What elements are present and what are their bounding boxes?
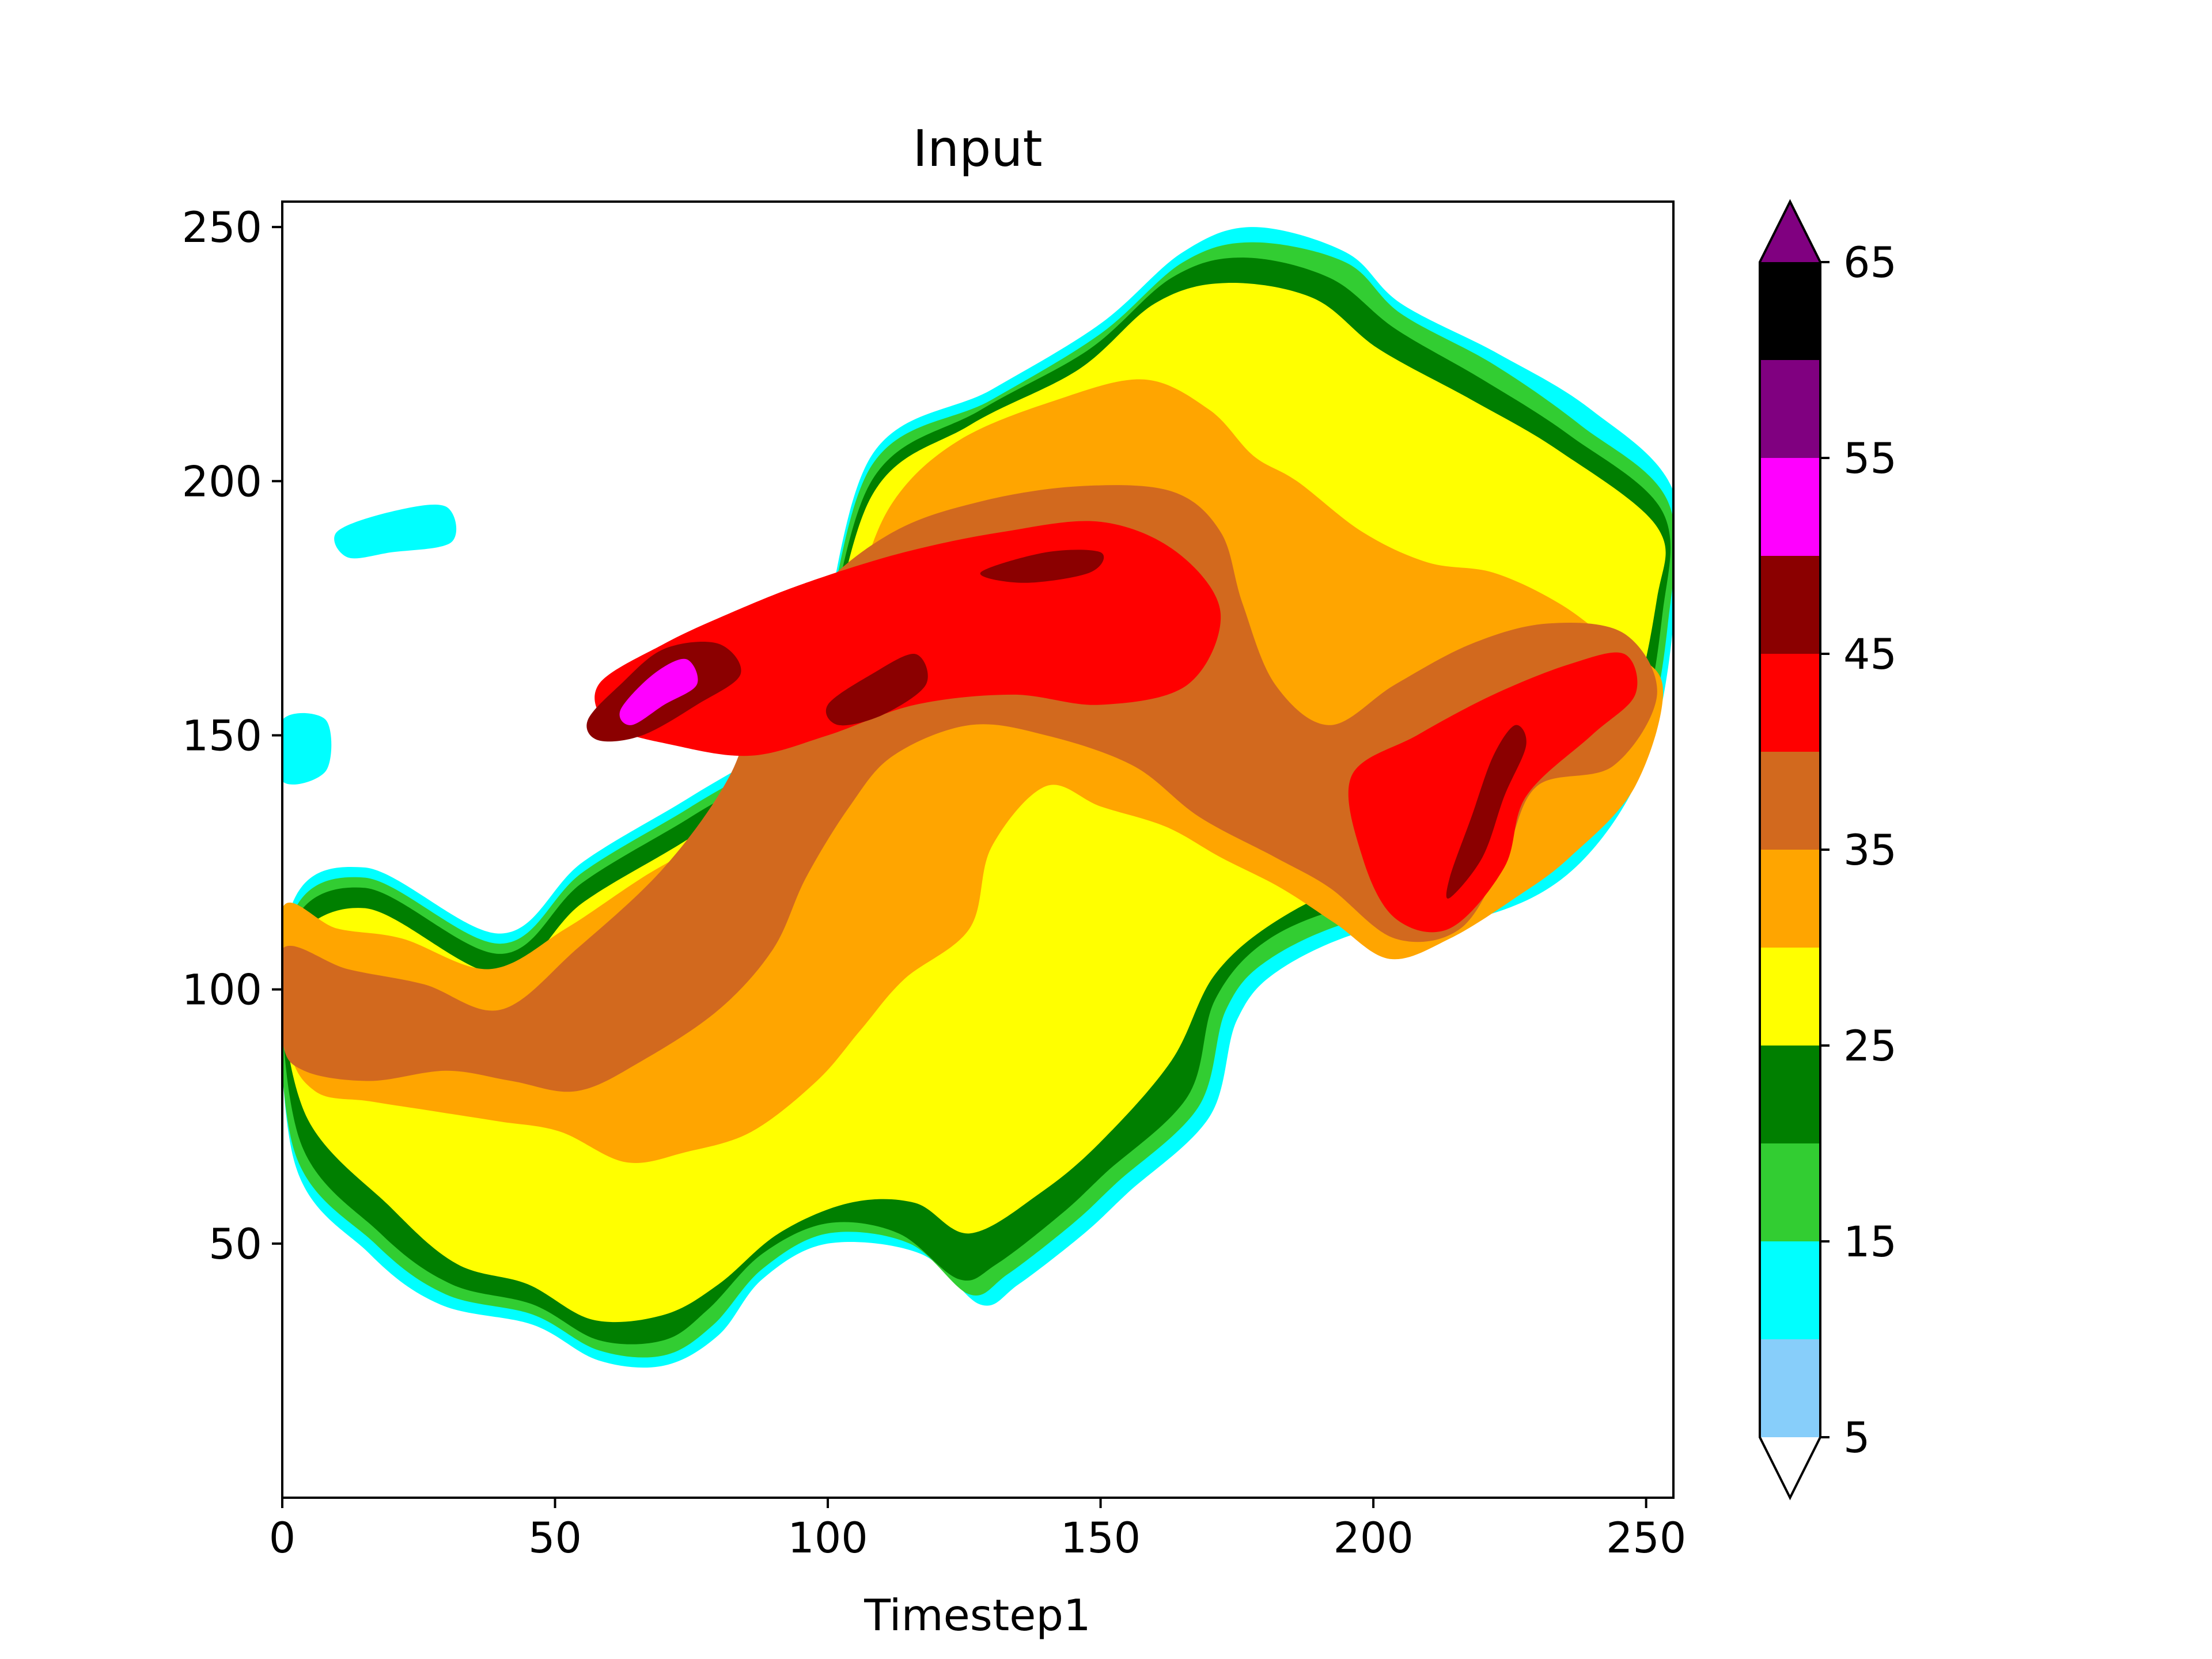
- contour-region-50: [619, 658, 698, 725]
- y-tick-label: 100: [182, 966, 262, 1015]
- contour-region-10: [282, 713, 332, 785]
- colorbar-band: [1760, 1046, 1820, 1143]
- x-axis-label: Timestep1: [863, 1590, 1091, 1641]
- x-tick-label: 50: [528, 1514, 582, 1563]
- x-tick-label: 0: [269, 1514, 296, 1563]
- colorbar-band: [1760, 752, 1820, 850]
- colorbar-tick-label: 25: [1843, 1022, 1897, 1071]
- y-tick-label: 250: [182, 203, 262, 252]
- contour-region-10: [334, 505, 457, 559]
- contour-region-35: [282, 485, 1657, 1092]
- colorbar-band: [1760, 850, 1820, 948]
- colorbar: 5 15 25 35 45 55 65: [1759, 199, 1897, 1501]
- colorbar-band: [1760, 1143, 1820, 1241]
- colorbar-tick-label: 15: [1843, 1218, 1897, 1267]
- colorbar-band: [1760, 654, 1820, 752]
- colorbar-band: [1760, 1339, 1820, 1437]
- y-tick-label: 150: [182, 711, 262, 760]
- colorbar-extend-min: [1760, 1437, 1820, 1498]
- colorbar-band: [1760, 556, 1820, 654]
- contour-region-40: [594, 521, 1221, 756]
- chart-title: Input: [912, 119, 1042, 178]
- x-tick-label: 150: [1060, 1514, 1141, 1563]
- colorbar-tick-label: 55: [1843, 434, 1897, 483]
- colorbar-band: [1760, 262, 1820, 360]
- colorbar-band: [1760, 458, 1820, 556]
- contour-region-45: [1446, 725, 1527, 899]
- plot-frame: [281, 200, 1675, 1499]
- colorbar-tick-label: 5: [1843, 1414, 1870, 1463]
- colorbar-band: [1760, 1241, 1820, 1339]
- y-tick-label: 50: [209, 1220, 262, 1269]
- contour-region-45: [825, 654, 928, 726]
- colorbar-band: [1760, 360, 1820, 458]
- colorbar-tick-label: 65: [1843, 238, 1897, 287]
- contour-region-45: [980, 550, 1104, 583]
- x-tick-label: 100: [787, 1514, 868, 1563]
- colorbar-band: [1760, 948, 1820, 1046]
- y-axis: 50 100 150 200 250: [182, 203, 282, 1269]
- x-axis: 0 50 100 150 200 250: [269, 1498, 1686, 1563]
- contour-regions: [282, 227, 1673, 1368]
- colorbar-extend-max: [1760, 202, 1820, 262]
- x-tick-label: 250: [1606, 1514, 1686, 1563]
- colorbar-tick-label: 35: [1843, 826, 1897, 875]
- colorbar-tick-label: 45: [1843, 630, 1897, 679]
- x-tick-label: 200: [1333, 1514, 1413, 1563]
- y-tick-label: 200: [182, 457, 262, 506]
